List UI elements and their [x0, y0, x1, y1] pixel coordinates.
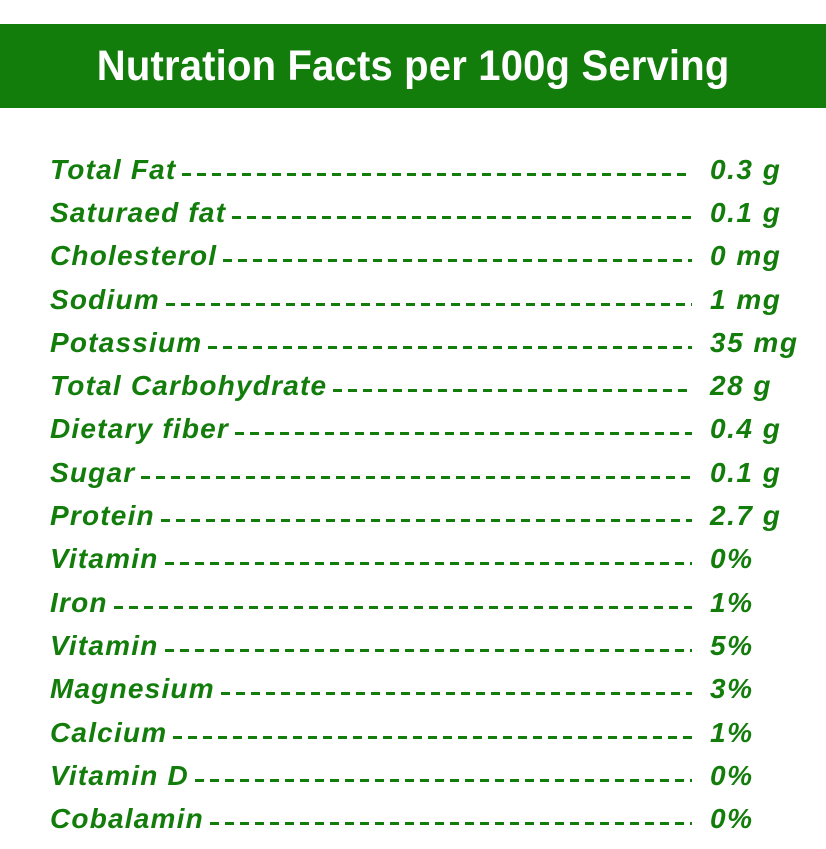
dotted-leader — [182, 155, 692, 184]
dotted-leader — [164, 631, 692, 660]
nutrient-row: Total Fat 0.3 g — [50, 148, 820, 191]
dotted-leader — [160, 502, 692, 531]
dotted-leader — [220, 675, 692, 704]
nutrient-value: 0.3 g — [710, 153, 782, 185]
dotted-leader — [113, 588, 692, 617]
dotted-leader — [333, 372, 692, 401]
nutrient-value: 0% — [710, 803, 754, 835]
nutrient-row: Saturaed fat 0.1 g — [50, 191, 820, 234]
nutrient-label: Sugar — [50, 456, 142, 489]
nutrient-label: Vitamin — [50, 629, 165, 662]
nutrient-value: 1% — [710, 716, 754, 748]
nutrient-row: Vitamin 0% — [50, 538, 820, 581]
nutrient-row: Sodium 1 mg — [50, 278, 820, 321]
nutrient-value: 0% — [710, 543, 754, 575]
nutrient-label: Calcium — [50, 716, 174, 749]
nutrient-value: 0 mg — [710, 240, 782, 272]
nutrient-value: 0.1 g — [710, 196, 782, 228]
dotted-leader — [164, 545, 692, 574]
nutrient-row: Protein 2.7 g — [50, 494, 820, 537]
nutrient-row: Iron 1% — [50, 581, 820, 624]
nutrient-row: Total Carbohydrate 28 g — [50, 364, 820, 407]
nutrient-label: Total Carbohydrate — [50, 370, 334, 403]
dotted-leader — [141, 458, 692, 487]
nutrient-label: Potassium — [50, 326, 209, 359]
nutrient-label: Sodium — [50, 283, 166, 316]
nutrient-value: 35 mg — [710, 326, 799, 358]
nutrient-value: 1% — [710, 586, 754, 618]
nutrient-row: Dietary fiber 0.4 g — [50, 408, 820, 451]
title-banner: Nutration Facts per 100g Serving — [0, 24, 826, 108]
nutrient-label: Iron — [50, 586, 114, 619]
nutrient-label: Cholesterol — [50, 240, 224, 273]
nutrient-row: Vitamin D 0% — [50, 754, 820, 797]
dotted-leader — [173, 718, 692, 747]
nutrient-row: Magnesium 3% — [50, 668, 820, 711]
nutrient-value: 0% — [710, 759, 754, 791]
nutrient-value: 3% — [710, 673, 754, 705]
nutrient-value: 0.4 g — [710, 413, 782, 445]
nutrient-label: Magnesium — [50, 673, 221, 706]
nutrient-label: Vitamin — [50, 543, 165, 576]
nutrient-row: Cobalamin 0% — [50, 797, 820, 840]
nutrient-label: Saturaed fat — [50, 196, 233, 229]
nutrient-label: Vitamin D — [50, 759, 195, 792]
dotted-leader — [194, 761, 692, 790]
dotted-leader — [165, 285, 692, 314]
dotted-leader — [208, 328, 692, 357]
nutrient-row: Calcium 1% — [50, 711, 820, 754]
nutrient-value: 1 mg — [710, 283, 782, 315]
nutrient-value: 5% — [710, 629, 754, 661]
nutrient-row: Cholesterol 0 mg — [50, 235, 820, 278]
nutrient-label: Protein — [50, 500, 161, 533]
nutrient-label: Dietary fiber — [50, 413, 235, 446]
nutrient-label: Cobalamin — [50, 803, 210, 836]
nutrient-row: Sugar 0.1 g — [50, 451, 820, 494]
page-title: Nutration Facts per 100g Serving — [96, 41, 730, 90]
dotted-leader — [223, 242, 692, 271]
dotted-leader — [232, 198, 692, 227]
nutrient-value: 0.1 g — [710, 456, 782, 488]
nutrient-value: 2.7 g — [710, 500, 782, 532]
nutrient-row: Potassium 35 mg — [50, 321, 820, 364]
nutrient-value: 28 g — [710, 370, 773, 402]
nutrient-row: Vitamin 5% — [50, 624, 820, 667]
dotted-leader — [209, 805, 692, 834]
dotted-leader — [235, 415, 692, 444]
nutrition-facts-list: Total Fat 0.3 g Saturaed fat 0.1 g Chole… — [50, 148, 820, 841]
nutrient-label: Total Fat — [50, 153, 183, 186]
